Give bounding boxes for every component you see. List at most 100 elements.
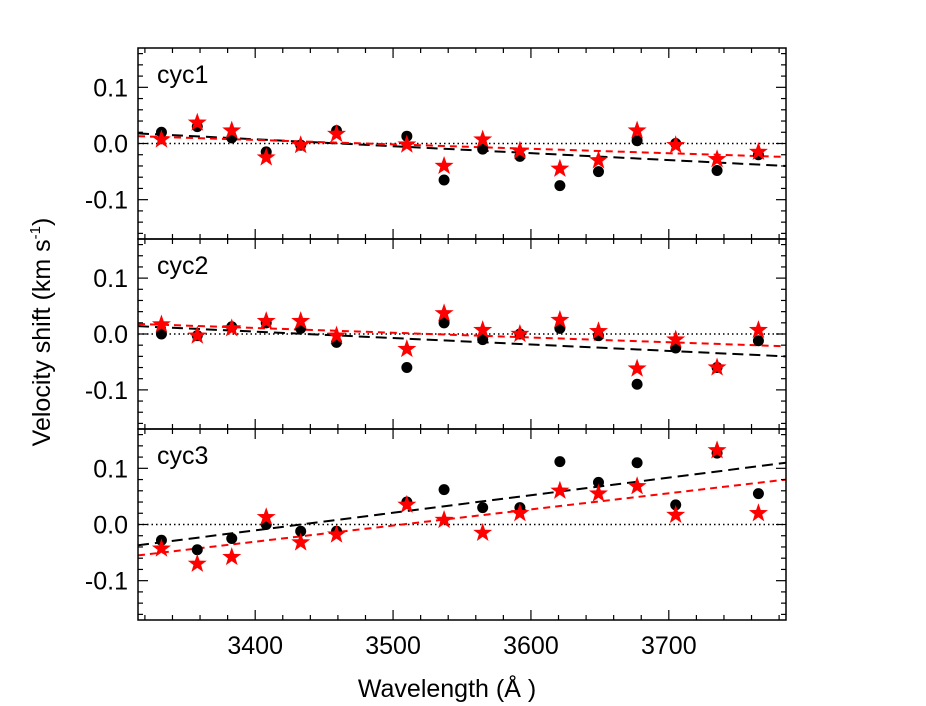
y-axis-title-sup: -1 <box>27 226 44 239</box>
star-point <box>151 314 171 333</box>
star-point <box>550 310 570 329</box>
star-point <box>397 494 417 513</box>
star-point <box>291 311 311 330</box>
star-point <box>327 123 347 143</box>
circle-point <box>752 335 764 347</box>
y-axis-title: Velocity shift (km s-1) <box>27 218 56 447</box>
star-point <box>222 120 242 139</box>
star-point <box>327 325 347 344</box>
circle-point <box>438 317 450 329</box>
x-tick-label: 3700 <box>641 632 697 660</box>
star-point <box>627 120 647 139</box>
circle-point <box>631 457 643 469</box>
x-axis-title: Wavelength (Å ) <box>358 673 536 703</box>
star-point <box>510 324 530 343</box>
panel-cyc3: -0.1 0.0 0.1 cyc3 <box>85 428 787 621</box>
star-point <box>473 522 493 542</box>
star-point <box>748 320 768 339</box>
star-point <box>397 134 417 153</box>
circle-point <box>155 328 167 340</box>
star-point <box>434 303 454 322</box>
star-point <box>434 510 454 529</box>
plot-area-cyc3 <box>138 440 786 572</box>
star-point <box>222 547 242 566</box>
panel-label: cyc1 <box>157 61 208 89</box>
circle-point <box>670 499 682 511</box>
circle-point <box>477 143 489 155</box>
panel-cyc1: -0.1 0.0 0.1 cyc1 <box>85 47 787 240</box>
y-tick-label: 0.1 <box>93 265 128 293</box>
x-tick-label: 3400 <box>227 632 283 660</box>
y-tick-label: 0.1 <box>93 455 128 483</box>
y-axis-title-close: ) <box>28 218 56 226</box>
circle-point <box>711 164 723 176</box>
star-point <box>187 553 207 572</box>
circle-point <box>226 533 238 545</box>
x-tick-label: 3600 <box>503 632 559 660</box>
star-point <box>588 483 608 502</box>
star-point <box>291 532 311 551</box>
plot-area-cyc1 <box>138 112 786 192</box>
star-point <box>187 112 207 131</box>
star-point <box>588 150 608 169</box>
circle-fit-line <box>138 461 786 547</box>
star-point <box>151 538 171 557</box>
star-point <box>434 155 454 175</box>
y-tick-label: 0.0 <box>93 512 128 540</box>
panels-group: -0.1 0.0 0.1 cyc1 -0.1 0.0 0.1 cyc2 -0.1 0.0 0.1 cy… <box>85 47 787 660</box>
circle-point <box>295 525 307 537</box>
star-point <box>707 440 727 459</box>
star-fit-line <box>138 135 786 158</box>
circle-fit-line <box>138 325 786 358</box>
star-point <box>666 329 686 348</box>
panel-label: cyc3 <box>157 442 208 470</box>
circle-point <box>401 362 413 374</box>
star-point <box>627 358 647 377</box>
star-point <box>510 140 530 159</box>
circle-point <box>592 476 604 488</box>
star-point <box>550 480 570 499</box>
circle-point <box>592 166 604 178</box>
circle-point <box>438 174 450 186</box>
x-tick-label: 3500 <box>365 632 421 660</box>
star-point <box>707 357 727 376</box>
circle-point <box>477 502 489 514</box>
star-point <box>627 476 647 495</box>
star-point <box>510 503 530 522</box>
y-tick-label: -0.1 <box>85 187 128 215</box>
star-point <box>256 147 276 166</box>
star-point <box>473 129 493 148</box>
y-axis-title-main: Velocity shift (km s <box>28 239 56 446</box>
star-fit-line <box>138 478 786 557</box>
y-tick-label: 0.0 <box>93 321 128 349</box>
star-point <box>256 507 276 526</box>
star-point <box>222 318 242 337</box>
y-tick-label: -0.1 <box>85 568 128 596</box>
plot-area-cyc2 <box>138 303 786 390</box>
circle-point <box>438 484 450 496</box>
star-point <box>397 339 417 358</box>
circle-point <box>631 135 643 147</box>
y-tick-label: 0.0 <box>93 131 128 159</box>
panel-label: cyc2 <box>157 252 208 280</box>
circle-point <box>631 378 643 390</box>
star-point <box>588 321 608 340</box>
star-point <box>666 504 686 524</box>
circle-point <box>477 334 489 346</box>
star-point <box>748 141 768 161</box>
y-tick-label: 0.1 <box>93 74 128 102</box>
star-point <box>550 158 570 177</box>
circle-point <box>191 544 203 556</box>
star-point <box>748 503 768 522</box>
star-point <box>151 129 171 148</box>
panel-cyc2: -0.1 0.0 0.1 cyc2 <box>85 238 787 430</box>
star-point <box>256 311 276 330</box>
star-point <box>666 135 686 154</box>
circle-point <box>554 456 566 468</box>
circle-point <box>752 488 764 500</box>
circle-point <box>554 180 566 192</box>
star-point <box>291 135 311 154</box>
star-point <box>707 149 727 168</box>
star-point <box>473 320 493 339</box>
star-point <box>327 524 347 543</box>
